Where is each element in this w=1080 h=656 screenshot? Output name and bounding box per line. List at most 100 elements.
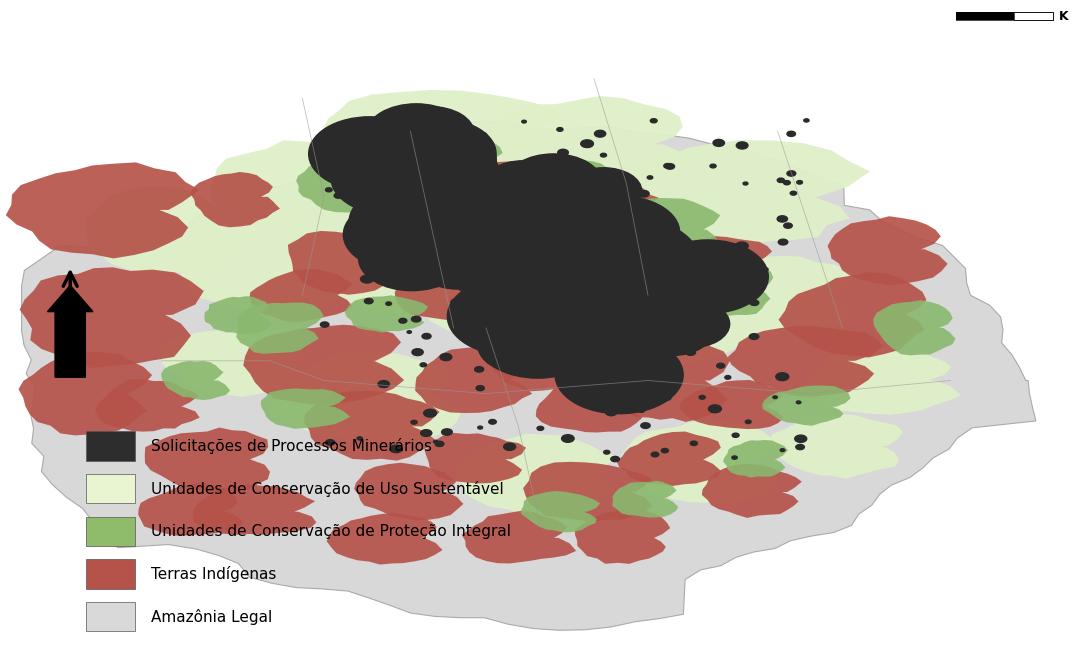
Circle shape <box>410 157 448 179</box>
Circle shape <box>395 201 455 237</box>
Polygon shape <box>691 256 855 334</box>
Circle shape <box>611 457 620 462</box>
Circle shape <box>638 190 649 197</box>
Circle shape <box>391 137 424 158</box>
Circle shape <box>578 272 696 344</box>
Polygon shape <box>461 511 577 564</box>
Circle shape <box>388 149 504 220</box>
Circle shape <box>455 222 572 294</box>
Circle shape <box>511 229 600 284</box>
Polygon shape <box>666 236 772 295</box>
Circle shape <box>523 208 616 264</box>
Circle shape <box>694 329 702 333</box>
Circle shape <box>440 239 445 242</box>
Circle shape <box>553 300 563 305</box>
Circle shape <box>373 143 496 218</box>
Circle shape <box>743 182 748 185</box>
Bar <box>86 517 135 546</box>
Circle shape <box>535 314 539 317</box>
Circle shape <box>388 156 420 176</box>
Text: Unidades de Conservação de Proteção Integral: Unidades de Conservação de Proteção Inte… <box>151 524 511 539</box>
Circle shape <box>780 449 785 451</box>
Circle shape <box>482 230 515 250</box>
Polygon shape <box>85 187 242 273</box>
Circle shape <box>329 129 446 199</box>
Circle shape <box>442 429 453 436</box>
Circle shape <box>422 233 449 249</box>
Circle shape <box>424 221 472 250</box>
Circle shape <box>348 116 476 194</box>
Circle shape <box>399 318 407 323</box>
Polygon shape <box>395 267 504 319</box>
Circle shape <box>725 376 731 379</box>
Circle shape <box>662 250 671 256</box>
Polygon shape <box>698 261 773 316</box>
Circle shape <box>346 148 456 215</box>
Circle shape <box>440 188 517 236</box>
Circle shape <box>395 201 458 239</box>
Circle shape <box>640 422 650 428</box>
Circle shape <box>516 178 620 241</box>
Circle shape <box>516 247 615 308</box>
Circle shape <box>486 263 591 327</box>
Circle shape <box>337 146 438 208</box>
Circle shape <box>481 161 566 212</box>
Circle shape <box>391 215 454 253</box>
Polygon shape <box>204 296 271 334</box>
Circle shape <box>447 216 494 245</box>
Circle shape <box>661 449 669 453</box>
Circle shape <box>644 279 650 282</box>
Circle shape <box>502 235 572 277</box>
Circle shape <box>367 129 495 207</box>
Circle shape <box>321 322 329 327</box>
Circle shape <box>635 308 666 327</box>
Polygon shape <box>397 133 502 191</box>
Circle shape <box>584 362 592 367</box>
Circle shape <box>372 270 380 275</box>
Circle shape <box>351 139 432 188</box>
Circle shape <box>360 145 455 202</box>
Circle shape <box>604 311 656 342</box>
Circle shape <box>732 433 739 438</box>
Circle shape <box>585 195 592 199</box>
Circle shape <box>402 126 415 133</box>
Polygon shape <box>873 300 956 356</box>
Polygon shape <box>352 203 461 255</box>
Circle shape <box>386 190 397 197</box>
Circle shape <box>401 191 517 261</box>
Circle shape <box>521 216 615 273</box>
Circle shape <box>456 208 540 259</box>
Circle shape <box>499 204 615 274</box>
Polygon shape <box>324 90 563 170</box>
Circle shape <box>647 176 652 179</box>
Circle shape <box>502 254 512 260</box>
Circle shape <box>604 451 610 454</box>
Circle shape <box>366 104 467 165</box>
Circle shape <box>699 396 705 400</box>
Circle shape <box>554 255 678 331</box>
Circle shape <box>337 115 465 194</box>
Circle shape <box>430 186 529 247</box>
Circle shape <box>686 350 696 356</box>
Circle shape <box>394 188 485 243</box>
Circle shape <box>535 232 608 277</box>
Circle shape <box>435 441 444 447</box>
Circle shape <box>563 213 571 218</box>
Polygon shape <box>523 462 652 521</box>
Circle shape <box>717 363 725 368</box>
Text: Terras Indígenas: Terras Indígenas <box>151 566 276 582</box>
Circle shape <box>477 194 583 258</box>
Circle shape <box>402 243 410 247</box>
Circle shape <box>578 247 658 296</box>
Circle shape <box>458 190 467 195</box>
Circle shape <box>505 197 634 274</box>
Circle shape <box>459 191 585 268</box>
Circle shape <box>612 329 676 368</box>
Circle shape <box>349 186 468 257</box>
Circle shape <box>476 303 599 378</box>
Circle shape <box>409 198 496 251</box>
Circle shape <box>775 373 788 380</box>
Circle shape <box>359 226 465 291</box>
Circle shape <box>567 286 680 355</box>
Circle shape <box>791 192 797 195</box>
